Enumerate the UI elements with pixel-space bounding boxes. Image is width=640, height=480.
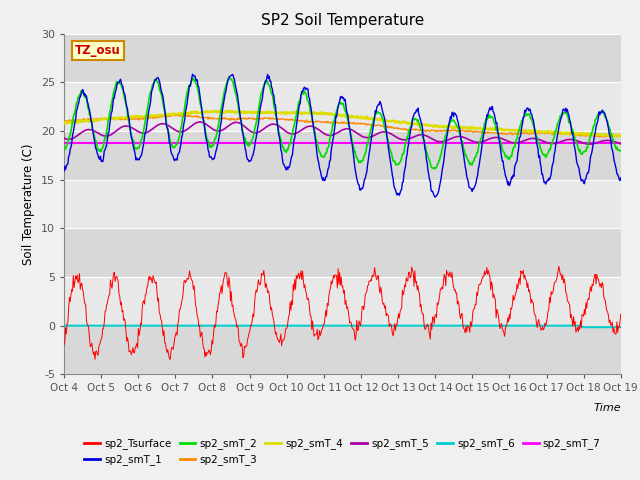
Text: TZ_osu: TZ_osu bbox=[75, 44, 121, 57]
Legend: sp2_Tsurface, sp2_smT_1, sp2_smT_2, sp2_smT_3, sp2_smT_4, sp2_smT_5, sp2_smT_6, : sp2_Tsurface, sp2_smT_1, sp2_smT_2, sp2_… bbox=[80, 434, 605, 469]
Bar bbox=[64, 82, 621, 131]
Bar bbox=[64, 34, 621, 82]
Y-axis label: Soil Temperature (C): Soil Temperature (C) bbox=[22, 143, 35, 265]
Bar bbox=[64, 326, 621, 374]
Title: SP2 Soil Temperature: SP2 Soil Temperature bbox=[260, 13, 424, 28]
Text: Time: Time bbox=[593, 403, 621, 413]
Bar bbox=[64, 180, 621, 228]
Bar bbox=[64, 277, 621, 326]
Bar bbox=[64, 131, 621, 180]
Bar bbox=[64, 228, 621, 277]
